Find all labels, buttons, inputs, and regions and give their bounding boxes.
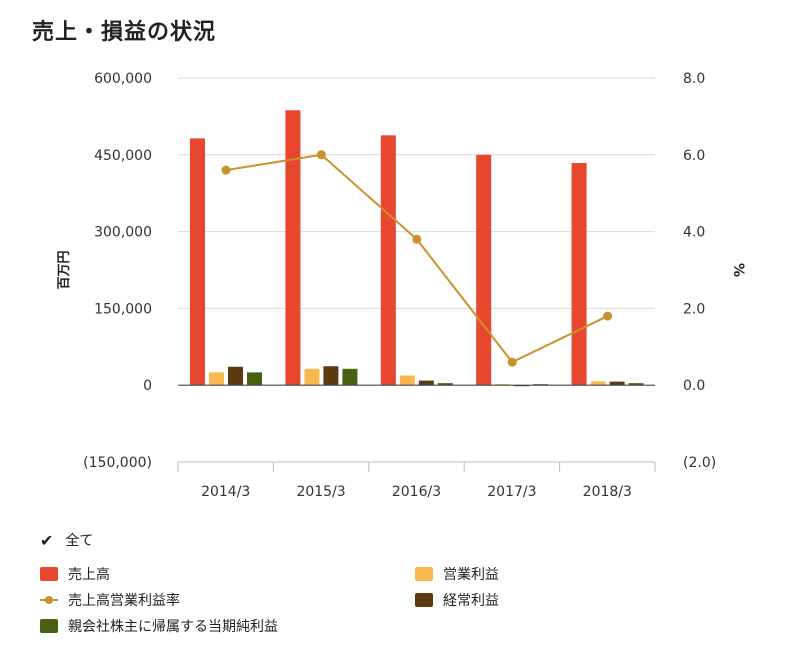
bar-1 bbox=[285, 110, 301, 386]
bar-1 bbox=[571, 162, 587, 386]
y-right-tick-label: 8.0 bbox=[683, 71, 705, 87]
legend-item-operating-profit[interactable]: 営業利益 bbox=[415, 564, 499, 584]
legend-swatch-ordinary-profit bbox=[415, 593, 433, 607]
bar-4 bbox=[247, 372, 262, 386]
line-point bbox=[221, 165, 231, 175]
x-tick-label: 2015/3 bbox=[296, 484, 345, 500]
bar-4 bbox=[437, 383, 453, 386]
legend-all-label: 全て bbox=[65, 533, 94, 549]
legend-swatch-operating-margin bbox=[40, 593, 58, 607]
legend-swatch-sales bbox=[40, 567, 58, 581]
legend-item-ordinary-profit[interactable]: 経常利益 bbox=[415, 590, 499, 610]
bar-2 bbox=[304, 368, 320, 386]
y-left-tick-label: (150,000) bbox=[83, 455, 152, 471]
legend-swatch-net-income bbox=[40, 619, 58, 633]
line-point bbox=[603, 311, 613, 321]
x-tick-label: 2016/3 bbox=[392, 484, 441, 500]
bar-2 bbox=[399, 375, 415, 386]
bar-1 bbox=[476, 154, 492, 386]
y-left-tick-label: 0 bbox=[143, 378, 152, 394]
bar-2 bbox=[209, 372, 224, 386]
legend-toggle-all[interactable]: ✔ 全て bbox=[40, 530, 93, 550]
line-point bbox=[507, 357, 517, 367]
y-left-tick-label: 300,000 bbox=[94, 225, 152, 241]
y-right-tick-label: 2.0 bbox=[683, 301, 705, 317]
x-tick-label: 2018/3 bbox=[583, 484, 632, 500]
y-right-tick-label: 6.0 bbox=[683, 148, 705, 164]
y-left-tick-label: 600,000 bbox=[94, 71, 152, 87]
y-right-axis-title: % bbox=[730, 263, 746, 277]
y-left-axis-title: 百万円 bbox=[57, 250, 72, 289]
legend-swatch-operating-profit bbox=[415, 567, 433, 581]
legend-item-net-income[interactable]: 親会社株主に帰属する当期純利益 bbox=[40, 616, 278, 636]
legend-label-operating-margin: 売上高営業利益率 bbox=[68, 593, 180, 609]
bar-3 bbox=[609, 381, 625, 386]
legend-label-sales: 売上高 bbox=[68, 567, 110, 583]
y-right-tick-label: 0.0 bbox=[683, 378, 705, 394]
line-point bbox=[412, 234, 422, 244]
bar-4 bbox=[628, 383, 644, 386]
bar-3 bbox=[323, 366, 339, 386]
legend-item-operating-margin[interactable]: 売上高営業利益率 bbox=[40, 590, 180, 610]
bar-3 bbox=[418, 380, 434, 386]
line-point bbox=[316, 150, 326, 160]
y-left-tick-label: 450,000 bbox=[94, 148, 152, 164]
bar-2 bbox=[590, 381, 606, 386]
legend-label-net-income: 親会社株主に帰属する当期純利益 bbox=[68, 619, 278, 635]
x-tick-label: 2017/3 bbox=[487, 484, 536, 500]
y-left-tick-label: 150,000 bbox=[94, 301, 152, 317]
sales-profit-chart: (150,000) 0 150,000 300,000 450,000 600,000 (2… bbox=[57, 71, 746, 500]
bar-3 bbox=[228, 366, 243, 386]
page-title: 売上・損益の状況 bbox=[32, 20, 217, 45]
series-line-operating-margin bbox=[225, 153, 609, 364]
legend-label-operating-profit: 営業利益 bbox=[443, 567, 499, 583]
bar-1 bbox=[380, 135, 396, 386]
y-right-tick-label: (2.0) bbox=[683, 455, 716, 471]
bar-1 bbox=[190, 138, 205, 386]
x-tick-label: 2014/3 bbox=[201, 484, 250, 500]
bar-4 bbox=[342, 368, 358, 386]
legend-item-sales[interactable]: 売上高 bbox=[40, 564, 110, 584]
y-right-tick-label: 4.0 bbox=[683, 225, 705, 241]
checkmark-icon: ✔ bbox=[40, 530, 54, 550]
legend-label-ordinary-profit: 経常利益 bbox=[443, 593, 499, 609]
